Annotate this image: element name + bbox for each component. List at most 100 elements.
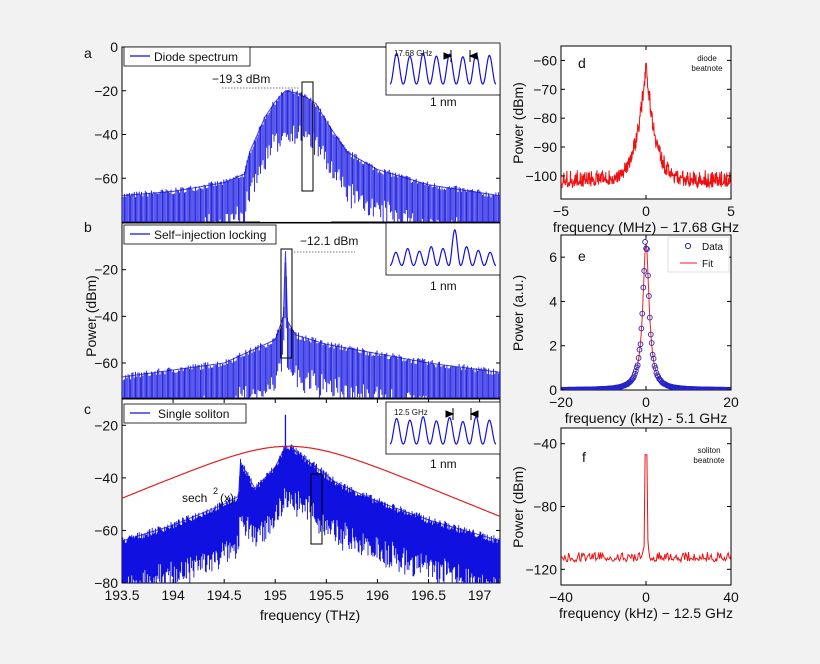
panel-c-inset-trace (389, 416, 497, 445)
panel-a-legend-text: Diode spectrum (154, 50, 238, 64)
panel-e-ytick-label: 4 (549, 293, 557, 309)
panel-d-note-1: diode (697, 54, 717, 63)
panel-a-envelope (122, 90, 500, 197)
panel-b-envelope (122, 251, 500, 378)
panel-c-legend: Single soliton (123, 403, 247, 424)
panel-c-sech-fit (122, 445, 500, 517)
panel-e-data-point (632, 368, 639, 374)
panel-f-ytick-label: −80 (533, 499, 557, 515)
panel-c-xtick-label: 193.5 (104, 587, 139, 603)
panel-c-ytick-label: −20 (94, 417, 118, 433)
panel-a-inset-marker (443, 50, 478, 62)
panel-a-ytick-label: −60 (94, 170, 118, 186)
panel-c-xtick-label: 196 (366, 587, 390, 603)
panel-d-ytick-label: −60 (533, 52, 557, 68)
panel-e-data-point (641, 268, 648, 274)
panel-d-plot (561, 62, 731, 190)
panel-d-trace (561, 62, 731, 190)
panel-e-data-point (647, 331, 654, 338)
panel-b-inset-trace (389, 229, 497, 267)
panel-c-inset-marker (445, 408, 479, 420)
panel-e-legend-fit: Fit (702, 259, 713, 270)
panel-f-xtick-label: 40 (723, 589, 739, 605)
panel-e-data-point (644, 246, 650, 252)
panel-d-ticks: −60 −70 −80 −90 −100 −5 0 5 (525, 46, 735, 219)
panel-c-spectrum-lines (122, 443, 500, 583)
panel-d-ylabel: Power (dBm) (510, 82, 526, 164)
panel-e-ytick-label: 6 (549, 249, 557, 265)
panel-b-ytick-label: −40 (94, 308, 118, 324)
panel-f-trace (561, 454, 731, 564)
panel-c-ytick-label: −80 (94, 575, 118, 591)
panel-b-ytick-label: −60 (94, 355, 118, 371)
panel-c-legend-text: Single soliton (158, 407, 229, 421)
panel-f-ylabel: Power (dBm) (510, 466, 526, 548)
panel-e-xlabel: frequency (kHz) - 5.1 GHz (565, 410, 728, 426)
panel-e-data-point (634, 362, 641, 369)
panel-e-data-point (648, 340, 655, 346)
panel-b-peak-annotation: −12.1 dBm (300, 234, 358, 248)
panel-a-ytick-label: −20 (94, 83, 118, 99)
panel-e-legend-data: Data (702, 242, 724, 253)
panel-c-xtick-label: 195 (264, 587, 288, 603)
panel-b: −20 −40 −60 b Self−injection locking −12.1… (84, 219, 501, 399)
panel-e-data-point (632, 370, 638, 377)
panel-a-letter: a (84, 45, 92, 61)
panel-a-ytick-label: 0 (110, 39, 118, 55)
panel-e-data-point (649, 351, 656, 358)
panel-e-letter: e (578, 248, 586, 264)
panel-b-zoom-box (280, 248, 293, 359)
panel-e-data-point (650, 355, 657, 362)
panel-f-xlabel: frequency (kHz) − 12.5 GHz (559, 605, 733, 621)
panel-f: −40 −80 −120 −40 0 40 f soliton beatnote freq… (510, 427, 739, 621)
panel-a-inset-spacing: 17.68 GHz (394, 49, 432, 58)
panel-c-envelope (122, 445, 500, 542)
panel-e-legend: Data Fit (667, 236, 730, 273)
panel-e-data-point (646, 293, 652, 299)
panel-e-xtick-label: 20 (723, 394, 739, 410)
panel-a-legend: Diode spectrum (123, 46, 251, 67)
panel-d-note-2: beatnote (691, 64, 723, 73)
panel-a-inset: 17.68 GHz 1 nm (385, 42, 501, 109)
panel-f-xtick-label: 0 (642, 589, 650, 605)
panel-a-ytick-label: −40 (94, 127, 118, 143)
panel-c-ytick-label: −60 (94, 522, 118, 538)
panel-d-xtick-label: −5 (553, 203, 569, 219)
panel-d-ytick-label: −80 (533, 110, 557, 126)
panel-a: 0 −20 −40 −60 a Diode spectrum −19.3 dBm 17… (84, 39, 501, 223)
panel-d-ytick-label: −90 (533, 139, 557, 155)
panel-b-ticks: −20 −40 −60 (94, 262, 500, 371)
panel-a-zoom-box (301, 81, 314, 192)
panel-d-xtick-label: 0 (642, 203, 650, 219)
panel-e-data-point (638, 325, 645, 332)
panel-f-axes (560, 427, 732, 586)
svg-text:sech: sech (182, 491, 207, 505)
panel-b-letter: b (84, 219, 92, 235)
panel-e-data-point (635, 355, 642, 361)
panel-d-xlabel: frequency (MHz) − 17.68 GHz (553, 219, 739, 235)
panel-b-legend-text: Self−injection locking (154, 228, 266, 242)
panel-f-xtick-label: −40 (549, 589, 573, 605)
shared-xlabel: frequency (THz) (260, 607, 360, 623)
panel-c-inset: 12.5 GHz 1 nm (385, 401, 501, 471)
panel-a-notch (259, 189, 332, 222)
panel-e-data-point (640, 284, 647, 291)
panel-c-zoom-box (310, 473, 323, 545)
panel-f-ticks: −40 −80 −120 −40 0 40 (525, 428, 739, 605)
panel-a-spectrum-lines (122, 89, 500, 222)
panel-e-xtick-label: −20 (549, 394, 573, 410)
panel-d-ytick-label: −100 (525, 168, 557, 184)
panel-e-data-point (646, 314, 653, 321)
panel-c-sech-annotation: sech 2 (x) (182, 486, 234, 505)
panel-e-data-point (636, 346, 643, 353)
panel-c-xtick-label: 194 (161, 587, 185, 603)
panel-e-plot (561, 239, 731, 390)
panel-e-data-point (639, 310, 646, 317)
panel-f-note-1: soliton (697, 446, 720, 455)
panel-a-inset-trace (389, 52, 497, 85)
shared-ylabel: Power (dBm) (83, 275, 99, 357)
